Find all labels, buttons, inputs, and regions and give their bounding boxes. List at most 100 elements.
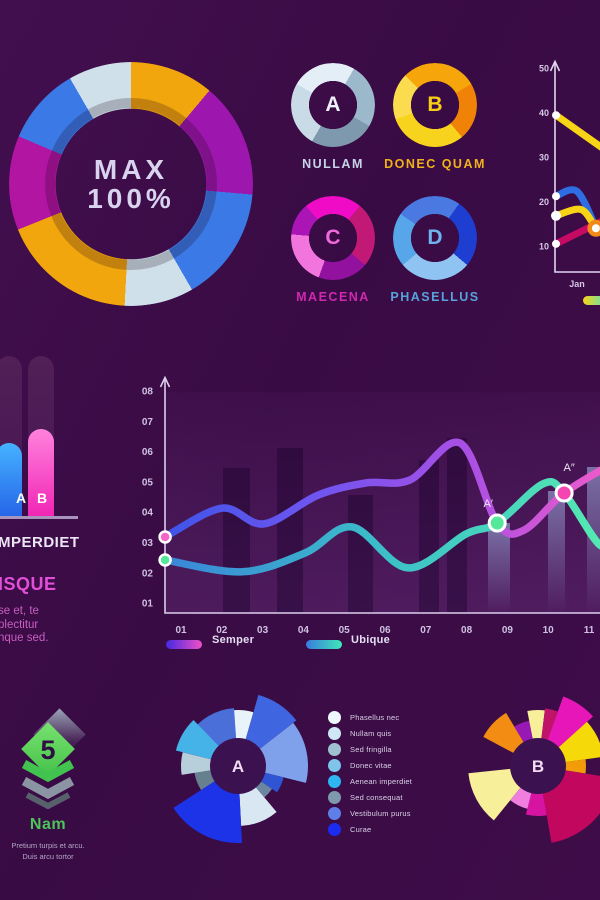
mini-donut-b-caption: DONEC QUAM bbox=[384, 157, 486, 171]
small-chart-line bbox=[552, 111, 600, 151]
main-chart-x-tick-label: 04 bbox=[298, 625, 310, 636]
bar-b bbox=[28, 429, 54, 518]
main-chart-x-tick-label: 03 bbox=[257, 625, 269, 636]
main-chart-axes bbox=[164, 378, 600, 614]
bar-a-label: A bbox=[15, 490, 27, 506]
mini-donut-a-ring bbox=[291, 63, 375, 147]
chevron-green bbox=[21, 760, 75, 783]
left-paragraph: se et, te plectitur nque sed. bbox=[0, 605, 49, 646]
main-chart-y-tick-label: 02 bbox=[142, 568, 154, 579]
main-chart-dark-column bbox=[348, 495, 373, 613]
nam-label: Nam bbox=[29, 816, 67, 833]
mini-donut-c-letter: C bbox=[325, 226, 341, 249]
main-chart-x-tick-label: 05 bbox=[339, 625, 351, 636]
rose-legend-item: Phasellus nec bbox=[328, 711, 399, 724]
main-chart-dark-column bbox=[277, 448, 303, 613]
mini-donut-c-caption: MAECENA bbox=[296, 290, 370, 304]
main-chart-x-tick-label: 02 bbox=[216, 625, 228, 636]
mini-donut-d-letter: D bbox=[427, 226, 443, 249]
main-chart-y-tick-label: 05 bbox=[142, 477, 154, 488]
mini-donut-a: A bbox=[291, 63, 375, 147]
max-donut-line2: 100% bbox=[87, 183, 175, 214]
isque-subheading: ISQUE bbox=[0, 574, 57, 594]
rose-legend-item: Sed consequat bbox=[328, 791, 403, 804]
left-paragraph-line3: nque sed. bbox=[0, 632, 49, 644]
mini-donut-d: D bbox=[393, 196, 477, 280]
semper-legend-label: Semper bbox=[212, 634, 255, 646]
mini-donut-c-ring bbox=[291, 196, 375, 280]
legend-label-sed-fringilla: Sed fringilla bbox=[350, 745, 392, 754]
small-chart-axis-arrow bbox=[549, 59, 561, 72]
max-donut-chart: MAX 100% bbox=[9, 62, 253, 306]
rose-wedge bbox=[181, 752, 238, 775]
mini-donut-a-letter: A bbox=[325, 93, 341, 116]
rose-letter: A bbox=[232, 757, 244, 776]
small-chart-line-start-dot bbox=[552, 239, 560, 248]
legend-dot-curae bbox=[328, 823, 341, 836]
main-chart-curve-ubique bbox=[161, 478, 600, 576]
main-chart-x-tick-label: 01 bbox=[175, 625, 187, 636]
main-chart-annotation-label: A″ bbox=[563, 462, 574, 474]
semper-ubique-chart: 08 07 06 05 04 03 02 01 01 02 03 04 05 06 07 08 09 10 11 A′… bbox=[142, 375, 600, 636]
small-chart-axes bbox=[554, 62, 600, 273]
small-chart-line-start-dot bbox=[552, 111, 560, 120]
bar-axis-line bbox=[0, 516, 78, 519]
mini-donut-b-ring bbox=[393, 63, 477, 147]
main-chart-y-tick-label: 06 bbox=[142, 447, 154, 458]
rose-legend-item: Vestibulum purus bbox=[328, 807, 411, 820]
legend-label-phasellus-nec: Phasellus nec bbox=[350, 713, 400, 722]
double-chevron-down-icon bbox=[21, 760, 75, 810]
legend-label-sed-consequat: Sed consequat bbox=[350, 793, 403, 802]
main-chart-x-tick-label: 07 bbox=[420, 625, 432, 636]
legend-dot-sed-fringilla bbox=[328, 743, 341, 756]
monthly-line-chart: 50 40 30 20 10 Jan bbox=[539, 59, 600, 305]
main-chart-annotation-marker bbox=[554, 483, 574, 503]
small-chart-ring-marker-center bbox=[591, 224, 600, 233]
small-chart-y-tick-label: 20 bbox=[539, 197, 549, 207]
legend-label-nullam-quis: Nullam quis bbox=[350, 729, 392, 738]
main-chart-x-tick-label: 11 bbox=[584, 625, 595, 636]
mini-donut-b-letter: B bbox=[427, 93, 443, 116]
max-donut-center-label: MAX 100% bbox=[9, 62, 253, 306]
legend-dot-sed-consequat bbox=[328, 791, 341, 804]
main-chart-y-tick-label: 03 bbox=[142, 538, 154, 549]
main-chart-axis-arrow bbox=[159, 375, 171, 388]
left-paragraph-line1: se et, te bbox=[0, 605, 39, 617]
main-chart-dark-column bbox=[223, 468, 250, 613]
legend-dot-phasellus-nec bbox=[328, 711, 341, 724]
nam-description-line1: Pretium turpis et arcu. bbox=[11, 841, 85, 850]
bar-track-a bbox=[0, 356, 22, 518]
mini-donut-c: C bbox=[291, 196, 375, 280]
legend-dot-aenean-imperdiet bbox=[328, 775, 341, 788]
main-chart-start-marker bbox=[158, 553, 172, 567]
semper-legend-swatch bbox=[166, 640, 202, 649]
mini-donut-b: B bbox=[393, 63, 477, 147]
max-donut-line1: MAX bbox=[93, 153, 169, 185]
rose-legend-item: Sed fringilla bbox=[328, 743, 392, 756]
small-chart-line-start-dot bbox=[551, 210, 561, 221]
small-chart-y-tick-label: 30 bbox=[539, 153, 549, 163]
legend-dot-nullam-quis bbox=[328, 727, 341, 740]
left-paragraph-line2: plectitur bbox=[0, 618, 39, 631]
main-chart-start-marker bbox=[158, 530, 172, 544]
main-chart-x-tick-label: 06 bbox=[379, 625, 391, 636]
small-chart-y-tick-label: 10 bbox=[539, 242, 549, 252]
legend-label-vestibulum-purus: Vestibulum purus bbox=[350, 809, 411, 818]
small-chart-y-tick-label: 50 bbox=[539, 64, 549, 74]
main-chart-y-tick-label: 01 bbox=[142, 599, 154, 610]
main-chart-x-tick-label: 10 bbox=[543, 625, 555, 636]
small-chart-line-start-dot bbox=[552, 192, 560, 201]
bar-track-b bbox=[28, 356, 54, 518]
main-chart-y-tick-label: 04 bbox=[142, 508, 154, 519]
main-chart-annotation-marker bbox=[487, 513, 507, 533]
ubique-legend-swatch bbox=[306, 640, 342, 649]
rose-letter: B bbox=[532, 757, 544, 776]
main-chart-light-column bbox=[488, 523, 510, 613]
main-chart-dark-column bbox=[447, 438, 467, 613]
main-chart-dark-column bbox=[419, 460, 439, 613]
nam-description: Pretium turpis et arcu. Duis arcu tortor bbox=[0, 840, 104, 862]
rose-chart-b: B bbox=[468, 696, 600, 843]
main-chart-y-tick-label: 07 bbox=[142, 417, 154, 428]
main-chart-curve-semper bbox=[161, 438, 600, 541]
